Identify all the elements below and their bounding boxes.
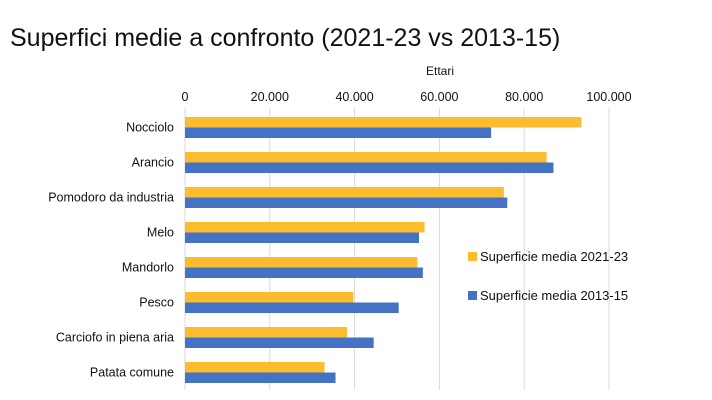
category-label: Mandorlo bbox=[122, 261, 174, 275]
bar-2021-23 bbox=[185, 187, 504, 198]
legend-label: Superficie media 2021-23 bbox=[480, 249, 628, 264]
bar-2021-23 bbox=[185, 292, 354, 303]
bar-2013-15 bbox=[185, 127, 492, 138]
category-label: Patata comune bbox=[90, 366, 174, 380]
bar-2021-23 bbox=[185, 327, 347, 338]
chart-title: Superfici medie a confronto (2021-23 vs … bbox=[10, 24, 561, 52]
category-label: Pomodoro da industria bbox=[48, 191, 174, 205]
x-tick-label: 80.000 bbox=[505, 90, 543, 104]
x-tick-label: 100.000 bbox=[586, 90, 631, 104]
category-label: Nocciolo bbox=[126, 121, 174, 135]
bar-2021-23 bbox=[185, 257, 418, 268]
bar-2013-15 bbox=[185, 302, 399, 313]
category-label: Melo bbox=[147, 226, 174, 240]
bar-2013-15 bbox=[185, 232, 420, 243]
bar-2021-23 bbox=[185, 152, 547, 163]
bar-2021-23 bbox=[185, 222, 425, 233]
x-tick-label: 40.000 bbox=[335, 90, 373, 104]
legend-label: Superficie media 2013-15 bbox=[480, 288, 628, 303]
x-tick-label: 0 bbox=[182, 90, 189, 104]
bar-2021-23 bbox=[185, 362, 325, 373]
category-label: Carciofo in piena aria bbox=[56, 331, 174, 345]
x-tick-label: 60.000 bbox=[420, 90, 458, 104]
bar-2021-23 bbox=[185, 117, 582, 128]
bar-2013-15 bbox=[185, 267, 423, 278]
x-tick-label: 20.000 bbox=[251, 90, 289, 104]
legend-swatch bbox=[468, 291, 477, 300]
x-axis-label: Ettari bbox=[426, 64, 454, 78]
legend-swatch bbox=[468, 252, 477, 261]
bar-2013-15 bbox=[185, 372, 336, 383]
category-label: Pesco bbox=[139, 296, 174, 310]
bar-2013-15 bbox=[185, 162, 554, 173]
category-label: Arancio bbox=[132, 156, 174, 170]
bar-2013-15 bbox=[185, 197, 508, 208]
bar-2013-15 bbox=[185, 337, 374, 348]
